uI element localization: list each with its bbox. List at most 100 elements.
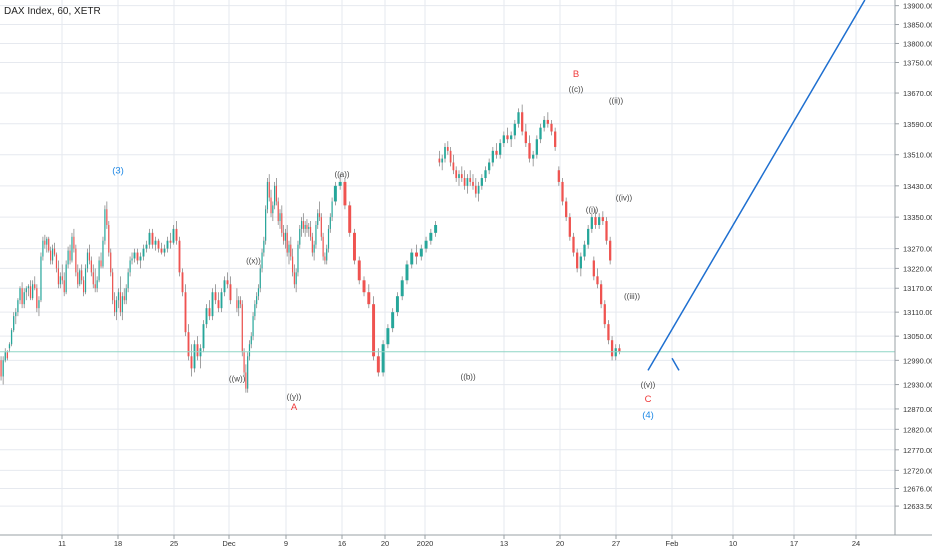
x-tick-label: 13 <box>500 539 508 548</box>
candle-body <box>0 360 2 377</box>
grid-layer <box>0 0 895 535</box>
candle-body <box>187 332 190 357</box>
y-tick-label: 13510.00 <box>903 151 932 160</box>
candle-body <box>245 372 247 389</box>
candle-body <box>205 308 208 325</box>
candle-body <box>75 248 77 273</box>
candle-body <box>98 260 100 281</box>
candle-body <box>309 226 312 237</box>
candle-body <box>510 135 513 140</box>
y-tick-label: 12820.00 <box>903 425 932 434</box>
candle-body <box>594 217 597 225</box>
candle-body <box>196 344 199 357</box>
candle-body <box>463 178 466 186</box>
candle-body <box>455 170 458 179</box>
candle-body <box>129 260 131 273</box>
candle-body <box>572 236 575 253</box>
candle-body <box>484 170 487 179</box>
wave-labels: (3) ((w)) ((x)) ((y))A ((a)) ((b)) B ((c)) ((ii)… <box>112 69 655 421</box>
candle-body <box>295 272 297 285</box>
candle-body <box>429 232 433 241</box>
candle-body <box>272 205 274 214</box>
candle-body <box>357 260 361 281</box>
candle-body <box>290 244 292 257</box>
y-tick-label: 13850.00 <box>903 21 932 30</box>
candle-body <box>291 256 294 273</box>
candle-body <box>517 112 520 124</box>
candle-body <box>250 336 252 345</box>
candle-body <box>121 296 123 313</box>
projection-line[interactable] <box>647 0 866 371</box>
candle-body <box>202 324 205 349</box>
candle-body <box>6 352 9 359</box>
candle-body <box>172 228 175 243</box>
candle-body <box>268 181 270 198</box>
candle-body <box>4 352 6 361</box>
candle-body <box>252 316 254 337</box>
x-tick-label: Dec <box>222 539 236 548</box>
candle-body <box>524 131 527 144</box>
candle-body <box>288 244 290 253</box>
candle-body <box>19 288 21 301</box>
candle-body <box>104 209 106 241</box>
y-tick-label: 13110.00 <box>903 308 932 317</box>
candle-body <box>348 205 352 233</box>
candle-body <box>63 280 65 293</box>
wave-label: (3) <box>112 165 124 176</box>
candle-body <box>565 201 568 218</box>
candle-body <box>491 150 494 163</box>
candle-body <box>84 268 87 293</box>
candle-body <box>102 240 104 267</box>
candle-body <box>452 162 455 171</box>
candle-body <box>44 240 46 245</box>
candle-body <box>521 112 524 132</box>
candle-body <box>415 252 419 257</box>
candle-body <box>405 264 409 281</box>
candle-body <box>528 143 531 159</box>
candle-body <box>391 312 395 329</box>
candle-body <box>181 272 184 293</box>
candle-body <box>163 248 166 253</box>
candle-body <box>82 280 85 293</box>
wave-label: ((ii)) <box>609 97 624 106</box>
wave-label: ((iv)) <box>616 194 633 203</box>
wave-label: ((x)) <box>246 256 261 265</box>
candle-body <box>535 139 538 155</box>
candle-body <box>108 224 110 253</box>
candle-body <box>106 209 108 225</box>
candle-body <box>554 131 557 147</box>
candle-body <box>236 300 238 309</box>
candle-body <box>51 248 54 261</box>
candle-body <box>441 158 444 163</box>
candle-body <box>598 217 601 225</box>
y-tick-label: 13350.00 <box>903 213 932 222</box>
candle-body <box>77 272 79 285</box>
candle-body <box>265 209 267 241</box>
candle-body <box>94 284 96 289</box>
candle-body <box>133 252 136 259</box>
price-axis-bg[interactable] <box>895 0 932 550</box>
candle-body <box>590 217 593 229</box>
candle-body <box>327 228 330 249</box>
candle-body <box>123 296 125 301</box>
candle-body <box>299 228 301 245</box>
candle-body <box>148 232 151 245</box>
candle-body <box>112 272 114 301</box>
candle-body <box>576 252 579 269</box>
y-tick-label: 13430.00 <box>903 182 932 191</box>
candle-body <box>381 344 385 373</box>
candle-body <box>2 360 4 377</box>
candle-body <box>513 123 516 136</box>
candle-body <box>281 213 283 233</box>
x-tick-label: 18 <box>114 539 122 548</box>
wave-label: ((b)) <box>461 372 476 381</box>
candle-body <box>410 252 414 265</box>
candle-body <box>315 224 317 245</box>
candle-body <box>618 348 621 352</box>
y-tick-label: 12770.00 <box>903 446 932 455</box>
candle-body <box>395 296 399 313</box>
candle-body <box>444 146 446 159</box>
wave-label: ((y)) <box>287 393 302 402</box>
candle-body <box>469 178 472 182</box>
